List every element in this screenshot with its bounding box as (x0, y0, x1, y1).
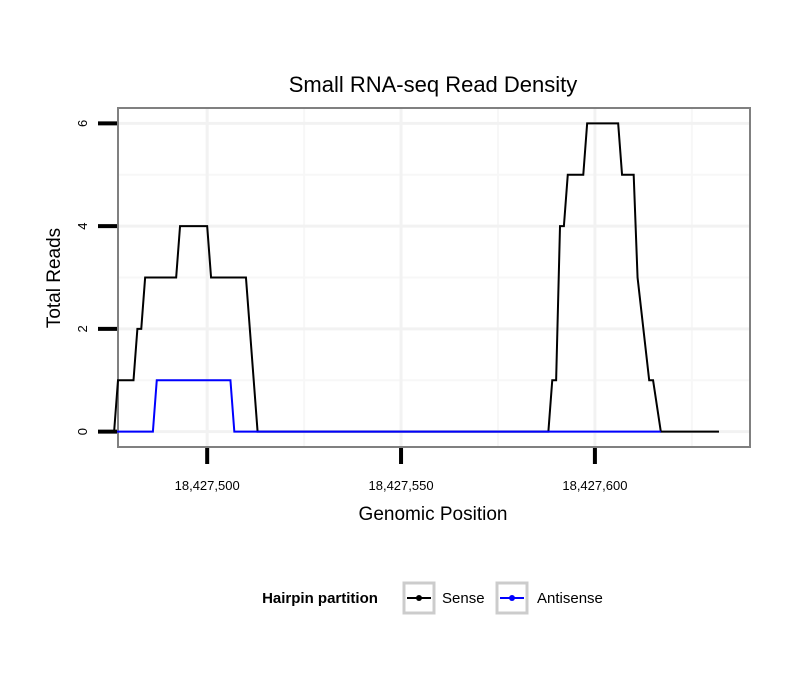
axes: 18,427,500 18,427,550 18,427,600 0 2 4 6 (75, 120, 627, 493)
x-axis-title: Genomic Position (359, 504, 508, 525)
y-tick-label: 0 (75, 428, 90, 435)
legend-title: Hairpin partition (262, 590, 378, 607)
legend-label-antisense: Antisense (537, 590, 603, 607)
y-tick-label: 6 (75, 120, 90, 127)
x-tick-label: 18,427,550 (369, 478, 434, 493)
legend: Hairpin partition Sense Antisense (262, 581, 603, 615)
y-tick-label: 4 (75, 223, 90, 230)
legend-key-sense-dot (416, 595, 422, 601)
series-line-antisense (114, 379, 661, 433)
chart-title: Small RNA-seq Read Density (289, 72, 578, 97)
legend-key-antisense-dot (509, 595, 515, 601)
x-tick-label: 18,427,500 (175, 478, 240, 493)
series-line-sense (113, 122, 719, 433)
y-axis-title: Total Reads (44, 228, 65, 328)
x-tick-label: 18,427,600 (562, 478, 627, 493)
y-tick-label: 2 (75, 325, 90, 332)
series-layer (113, 122, 719, 433)
legend-label-sense: Sense (442, 590, 485, 607)
